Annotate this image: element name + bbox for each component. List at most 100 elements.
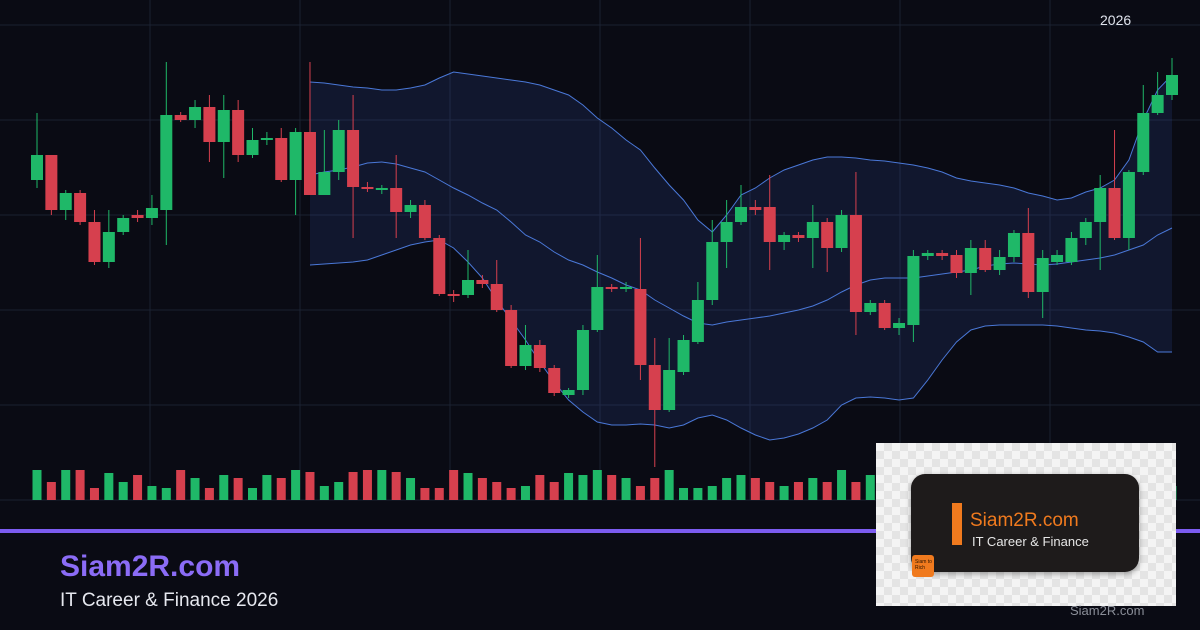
candle-body bbox=[864, 303, 877, 312]
candle-body bbox=[447, 294, 460, 296]
volume-bar bbox=[707, 486, 717, 500]
candle-body bbox=[289, 132, 302, 180]
candle-body bbox=[375, 188, 388, 190]
volume-bar bbox=[362, 470, 372, 500]
logo-icon: Siam to Rich bbox=[912, 555, 934, 577]
candle-body bbox=[160, 115, 173, 210]
volume-bar bbox=[808, 478, 818, 500]
volume-bar bbox=[607, 475, 617, 500]
candle-body bbox=[620, 287, 633, 289]
candle-body bbox=[131, 215, 144, 218]
volume-bar bbox=[477, 478, 487, 500]
band-lower bbox=[309, 239, 1172, 441]
volume-bar bbox=[722, 478, 732, 500]
volume-bar bbox=[276, 478, 286, 500]
logo-title: Siam2R.com bbox=[970, 510, 1079, 531]
candle-body bbox=[720, 222, 733, 242]
logo-subtitle: IT Career & Finance bbox=[972, 534, 1089, 549]
candle-body bbox=[1036, 258, 1049, 292]
candle-body bbox=[361, 187, 374, 189]
candle-body bbox=[189, 107, 202, 120]
candle-body bbox=[117, 218, 130, 232]
volume-bar bbox=[305, 472, 315, 500]
volume-bar bbox=[822, 482, 832, 500]
volume-bar bbox=[765, 482, 775, 500]
volume-bar bbox=[147, 486, 157, 500]
candle-body bbox=[45, 155, 58, 210]
candle-body bbox=[763, 207, 776, 242]
candle-body bbox=[246, 140, 259, 155]
candle-body bbox=[260, 138, 273, 140]
candle-body bbox=[605, 287, 618, 289]
candle-body bbox=[835, 215, 848, 248]
candle-body bbox=[548, 368, 561, 393]
volume-bar bbox=[434, 488, 444, 500]
volume-bar bbox=[161, 488, 171, 500]
volume-bar bbox=[377, 470, 387, 500]
candle-body bbox=[893, 323, 906, 328]
volume-bar bbox=[837, 470, 847, 500]
volume-bar bbox=[650, 478, 660, 500]
candle-body bbox=[433, 238, 446, 294]
volume-bar bbox=[520, 486, 530, 500]
candle-body bbox=[849, 215, 862, 312]
candle-body bbox=[505, 310, 518, 366]
candle-body bbox=[821, 222, 834, 248]
volume-bar bbox=[133, 475, 143, 500]
volume-bar bbox=[779, 486, 789, 500]
candle-body bbox=[1079, 222, 1092, 238]
volume-bar bbox=[793, 482, 803, 500]
volume-bar bbox=[334, 482, 344, 500]
candle-body bbox=[1122, 172, 1135, 238]
candle-body bbox=[102, 232, 115, 262]
volume-bar bbox=[736, 475, 746, 500]
candle-body bbox=[576, 330, 589, 390]
candle-body bbox=[1151, 95, 1164, 113]
volume-bar bbox=[319, 486, 329, 500]
brand-subtitle: IT Career & Finance 2026 bbox=[60, 590, 279, 611]
candle-body bbox=[1065, 238, 1078, 262]
volume-bar bbox=[61, 470, 71, 500]
candle-body bbox=[1094, 188, 1107, 222]
watermark: Siam2R.com bbox=[1070, 603, 1145, 618]
candle-body bbox=[936, 253, 949, 256]
volume-bar bbox=[190, 478, 200, 500]
volume-bar bbox=[449, 470, 459, 500]
plot bbox=[31, 58, 1178, 500]
candle-body bbox=[749, 207, 762, 210]
candle-body bbox=[418, 205, 431, 238]
candle-body bbox=[734, 207, 747, 222]
candle-body bbox=[1137, 113, 1150, 172]
volume-bar bbox=[118, 482, 128, 500]
candle-body bbox=[964, 248, 977, 273]
candle-body bbox=[677, 340, 690, 372]
candle-body bbox=[88, 222, 101, 262]
volume-bar bbox=[549, 482, 559, 500]
candle-body bbox=[648, 365, 661, 410]
candle-body bbox=[390, 188, 403, 212]
candle-body bbox=[1166, 75, 1178, 95]
volume-bar bbox=[291, 470, 301, 500]
volume-bar bbox=[89, 488, 99, 500]
candle-body bbox=[634, 289, 647, 365]
candle-body bbox=[1051, 255, 1064, 262]
candle-body bbox=[1108, 188, 1121, 238]
candle-body bbox=[462, 280, 475, 295]
volume-bar bbox=[233, 478, 243, 500]
candle-body bbox=[174, 115, 187, 120]
band-fill bbox=[309, 72, 1172, 440]
volume-bar bbox=[578, 475, 588, 500]
volume-bar bbox=[104, 473, 114, 500]
candle-body bbox=[792, 235, 805, 238]
candle-body bbox=[303, 132, 316, 195]
candle-body bbox=[562, 390, 575, 395]
candle-body bbox=[74, 193, 87, 222]
candle-body bbox=[993, 257, 1006, 270]
candle-body bbox=[979, 248, 992, 270]
volume-bar bbox=[750, 478, 760, 500]
divider bbox=[0, 529, 1200, 533]
candle-body bbox=[806, 222, 819, 238]
candle-body bbox=[31, 155, 43, 180]
